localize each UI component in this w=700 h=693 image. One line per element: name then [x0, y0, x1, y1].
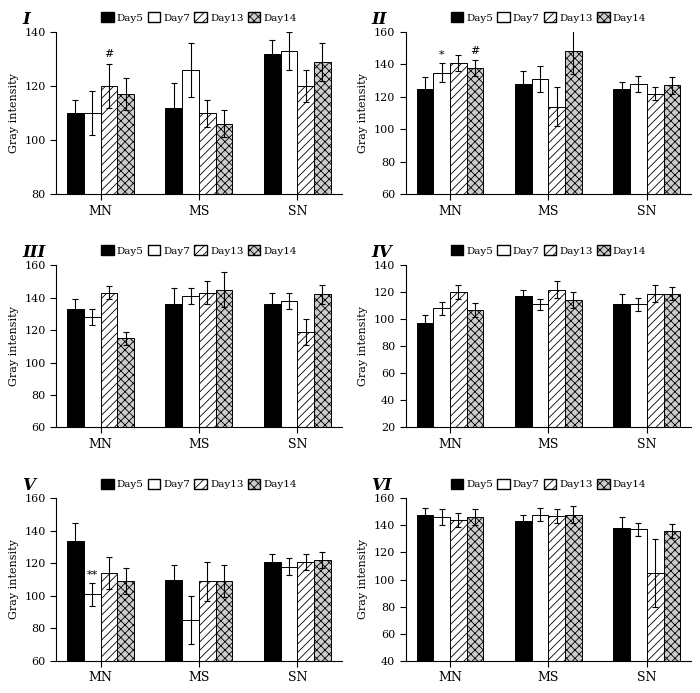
Bar — [84, 594, 101, 660]
Text: *: * — [439, 49, 444, 60]
Bar — [281, 301, 297, 428]
Bar — [199, 113, 216, 194]
Bar — [664, 531, 680, 660]
Bar — [298, 332, 314, 428]
Bar — [416, 89, 433, 194]
Bar — [216, 290, 232, 428]
Bar — [467, 517, 484, 660]
Bar — [467, 68, 484, 194]
Bar — [613, 304, 630, 428]
Bar — [118, 581, 134, 660]
Text: II: II — [372, 11, 387, 28]
Bar — [84, 113, 101, 194]
Bar — [118, 94, 134, 194]
Bar — [647, 94, 664, 194]
Legend: Day5, Day7, Day13, Day14: Day5, Day7, Day13, Day14 — [447, 8, 650, 27]
Bar — [165, 579, 182, 660]
Legend: Day5, Day7, Day13, Day14: Day5, Day7, Day13, Day14 — [447, 475, 650, 493]
Bar — [433, 517, 450, 660]
Bar — [613, 89, 630, 194]
Bar — [216, 124, 232, 194]
Bar — [433, 308, 450, 428]
Text: V: V — [22, 477, 35, 494]
Bar — [548, 107, 565, 194]
Bar — [450, 292, 467, 428]
Bar — [565, 300, 582, 428]
Bar — [101, 292, 118, 428]
Y-axis label: Gray intensity: Gray intensity — [9, 540, 19, 620]
Bar — [264, 304, 281, 428]
Bar — [565, 515, 582, 660]
Bar — [199, 581, 216, 660]
Bar — [664, 294, 680, 428]
Bar — [182, 70, 199, 194]
Y-axis label: Gray intensity: Gray intensity — [358, 540, 368, 620]
Bar — [630, 529, 647, 660]
Bar — [664, 85, 680, 194]
Bar — [165, 304, 182, 428]
Bar — [182, 296, 199, 428]
Bar — [433, 73, 450, 194]
Bar — [298, 562, 314, 660]
Bar — [647, 294, 664, 428]
Bar — [548, 290, 565, 428]
Y-axis label: Gray intensity: Gray intensity — [358, 73, 368, 153]
Bar — [532, 304, 548, 428]
Bar — [118, 338, 134, 428]
Bar — [613, 528, 630, 660]
Bar — [67, 309, 84, 428]
Bar — [450, 520, 467, 660]
Text: VI: VI — [372, 477, 392, 494]
Bar — [182, 620, 199, 660]
Bar — [314, 62, 331, 194]
Bar — [264, 53, 281, 194]
Text: #: # — [104, 49, 113, 59]
Bar — [515, 521, 532, 660]
Bar — [84, 317, 101, 428]
Bar — [647, 573, 664, 660]
Bar — [67, 541, 84, 660]
Legend: Day5, Day7, Day13, Day14: Day5, Day7, Day13, Day14 — [97, 475, 301, 493]
Text: I: I — [22, 11, 29, 28]
Bar — [67, 113, 84, 194]
Text: #: # — [470, 46, 480, 56]
Bar — [281, 567, 297, 660]
Bar — [565, 51, 582, 194]
Bar — [416, 515, 433, 660]
Bar — [467, 310, 484, 428]
Legend: Day5, Day7, Day13, Day14: Day5, Day7, Day13, Day14 — [97, 241, 301, 260]
Bar — [532, 79, 548, 194]
Bar — [281, 51, 297, 194]
Bar — [101, 573, 118, 660]
Bar — [264, 562, 281, 660]
Text: III: III — [22, 244, 46, 261]
Bar — [165, 107, 182, 194]
Bar — [101, 86, 118, 194]
Y-axis label: Gray intensity: Gray intensity — [9, 73, 19, 153]
Bar — [199, 292, 216, 428]
Bar — [416, 324, 433, 428]
Y-axis label: Gray intensity: Gray intensity — [358, 306, 368, 386]
Y-axis label: Gray intensity: Gray intensity — [9, 306, 19, 386]
Bar — [298, 86, 314, 194]
Bar — [630, 84, 647, 194]
Bar — [216, 581, 232, 660]
Legend: Day5, Day7, Day13, Day14: Day5, Day7, Day13, Day14 — [97, 8, 301, 27]
Bar — [515, 297, 532, 428]
Bar — [630, 304, 647, 428]
Text: **: ** — [87, 570, 98, 579]
Bar — [515, 84, 532, 194]
Bar — [314, 560, 331, 660]
Legend: Day5, Day7, Day13, Day14: Day5, Day7, Day13, Day14 — [447, 241, 650, 260]
Text: IV: IV — [372, 244, 392, 261]
Bar — [314, 295, 331, 428]
Bar — [548, 516, 565, 660]
Bar — [450, 63, 467, 194]
Bar — [532, 515, 548, 660]
